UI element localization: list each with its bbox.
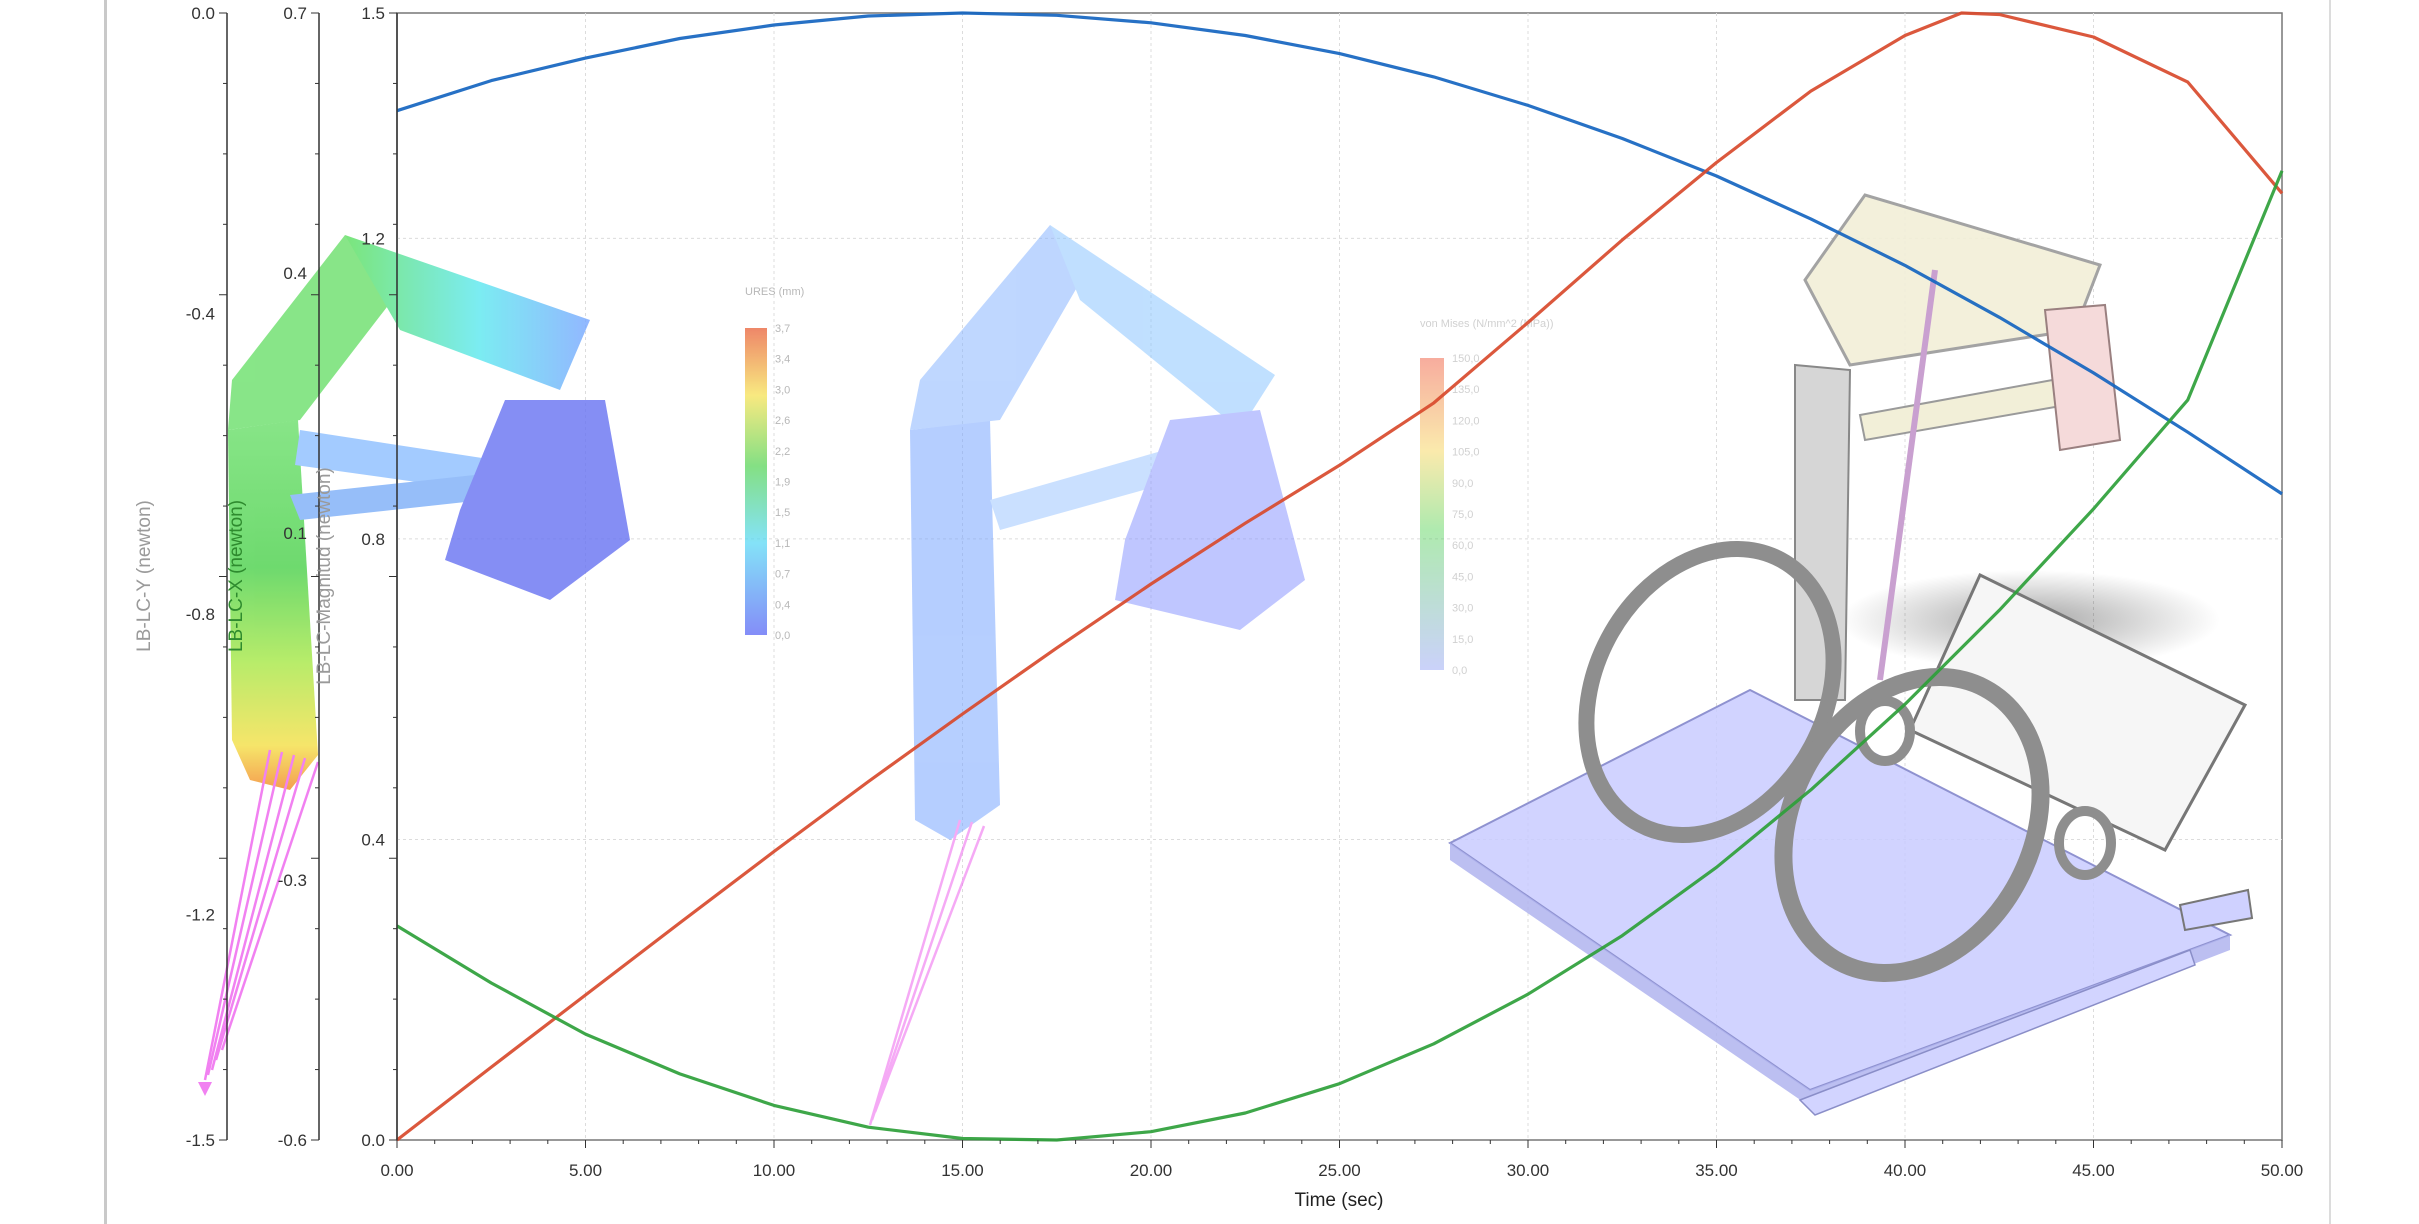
- x-tick-label: 30.00: [1507, 1161, 1550, 1180]
- ures-legend-bar: [745, 328, 767, 635]
- series-line-2: [396, 170, 2284, 1142]
- x-axis-lb-lc-x-title: LB-LC-X (newton): [226, 500, 247, 652]
- cad-column: [1794, 363, 1852, 701]
- vm-legend-value: 30,0: [1452, 603, 1473, 615]
- vm-legend-value: 120,0: [1452, 415, 1480, 427]
- ures-legend-value: 2,2: [775, 446, 790, 458]
- y-axis-lb-lc-magnitud-tick-label: 0.0: [361, 1131, 385, 1150]
- fea-stress-beam: [1050, 225, 1275, 430]
- series-layer: [396, 11, 2284, 1142]
- fea-arm-column: [228, 420, 318, 790]
- ures-legend-value: 0,0: [775, 630, 790, 642]
- y-axis-lb-lc-magnitud-tick-label: 1.2: [361, 229, 385, 248]
- ures-legend-value: 0,4: [775, 599, 790, 611]
- fea-stress-head: [910, 225, 1090, 430]
- vm-legend-value: 0,0: [1452, 665, 1467, 677]
- x-tick-label: 10.00: [753, 1161, 796, 1180]
- x-axis-lb-lc-x-tick-label: 0.1: [283, 524, 307, 543]
- x-tick-label: 50.00: [2261, 1161, 2304, 1180]
- y-axis-lb-lc-magnitud-title: LB-LC-Magnitud (newton): [314, 467, 335, 685]
- vm-legend-value: 15,0: [1452, 634, 1473, 646]
- cad-assembly-model: [1448, 193, 2254, 1116]
- x-tick-label: 20.00: [1130, 1161, 1173, 1180]
- vm-legend-value: 45,0: [1452, 571, 1473, 583]
- window-frame-right: [2329, 0, 2331, 1224]
- fea-stress-load-arrows: [868, 819, 986, 1126]
- grid: [397, 13, 2282, 1140]
- axes: 0.0 -0.4 -0.8 -1.2 -1.5 LB-LC-Y (newton) 0.7 0.…: [134, 4, 2303, 1180]
- x-tick-label: 45.00: [2072, 1161, 2115, 1180]
- vm-legend-value: 75,0: [1452, 509, 1473, 521]
- series-line-0: [396, 11, 2283, 496]
- load-arrow-head: [198, 1082, 212, 1096]
- fea-load-arrows: [203, 749, 320, 1081]
- fea-displacement-model: [198, 235, 630, 1096]
- cad-motor: [2043, 303, 2122, 452]
- x-tick-label: 35.00: [1695, 1161, 1738, 1180]
- ures-legend: URES (mm) 3,7 3,4 3,0 2,6 2,2 1,9 1,5 1,1 0,7 0,4…: [745, 286, 804, 642]
- cad-head-frame: [1803, 193, 2102, 367]
- cad-actuator-rod: [1877, 269, 1938, 681]
- vm-legend-value: 90,0: [1452, 478, 1473, 490]
- ures-legend-value: 1,5: [775, 507, 790, 519]
- y-axis-lb-lc-y-tick-label: -1.2: [186, 906, 215, 925]
- x-tick-label: 15.00: [941, 1161, 984, 1180]
- window-frame-left: [104, 0, 107, 1224]
- ures-legend-value: 2,6: [775, 415, 790, 427]
- vm-legend-value: 135,0: [1452, 384, 1480, 396]
- vm-legend-value: 150,0: [1452, 353, 1480, 365]
- cad-small-wheel-1: [1855, 696, 1915, 766]
- y-axis-lb-lc-magnitud-tick-label: 0.4: [361, 830, 385, 849]
- ures-legend-value: 1,1: [775, 538, 790, 550]
- ures-legend-values: 3,7 3,4 3,0 2,6 2,2 1,9 1,5 1,1 0,7 0,4 0,0: [775, 323, 790, 642]
- x-tick-label: 25.00: [1318, 1161, 1361, 1180]
- y-axis-lb-lc-y-tick-label: -0.4: [186, 305, 215, 324]
- vm-legend-value: 60,0: [1452, 540, 1473, 552]
- x-tick-label: 5.00: [569, 1161, 602, 1180]
- ures-legend-value: 3,4: [775, 354, 790, 366]
- fea-arm-link-lower: [290, 470, 530, 520]
- fea-stress-column: [910, 420, 1000, 840]
- x-tick-label: 0.00: [380, 1161, 413, 1180]
- x-tick-label: 40.00: [1884, 1161, 1927, 1180]
- vm-legend-title: von Mises (N/mm^2 (MPa)): [1420, 318, 1554, 330]
- ures-legend-value: 0,7: [775, 569, 790, 581]
- x-axis-lb-lc-x-tick-label: 0.7: [283, 4, 307, 23]
- y-axis-lb-lc-y-tick-label: -0.8: [186, 605, 215, 624]
- fea-arm-head: [228, 235, 400, 430]
- x-axis-lb-lc-x-tick-label: 0.4: [283, 264, 307, 283]
- y-axis-lb-lc-y-tick-label: -1.5: [186, 1131, 215, 1150]
- fea-arm-beam: [345, 235, 590, 390]
- fea-arm-base: [445, 400, 630, 600]
- vm-legend-values: 150,0 135,0 120,0 105,0 90,0 75,0 60,0 45,0 30,0…: [1452, 353, 1480, 677]
- ures-legend-value: 3,0: [775, 384, 790, 396]
- fea-stress-model: [868, 225, 1305, 1126]
- vm-legend-value: 105,0: [1452, 447, 1480, 459]
- y-axis-lb-lc-magnitud-tick-label: 0.8: [361, 530, 385, 549]
- x-axis-lb-lc-x-tick-label: -0.3: [278, 871, 307, 890]
- x-axis-title: Time (sec): [1294, 1190, 1383, 1211]
- ures-legend-value: 1,9: [775, 477, 790, 489]
- ures-legend-value: 3,7: [775, 323, 790, 335]
- cad-axle: [2178, 888, 2254, 932]
- cad-front-wheel: [1774, 668, 2050, 982]
- y-axis-lb-lc-magnitud-tick-label: 1.5: [361, 4, 385, 23]
- cad-ramp: [1798, 949, 2196, 1116]
- y-axis-lb-lc-y-tick-label: 0.0: [191, 4, 215, 23]
- series-line-1: [396, 11, 2284, 1142]
- cad-small-wheel-2: [2054, 806, 2116, 880]
- x-axis-lb-lc-x-tick-label: -0.6: [278, 1131, 307, 1150]
- y-axis-lb-lc-y-title: LB-LC-Y (newton): [134, 500, 155, 652]
- ures-legend-title: URES (mm): [745, 286, 804, 298]
